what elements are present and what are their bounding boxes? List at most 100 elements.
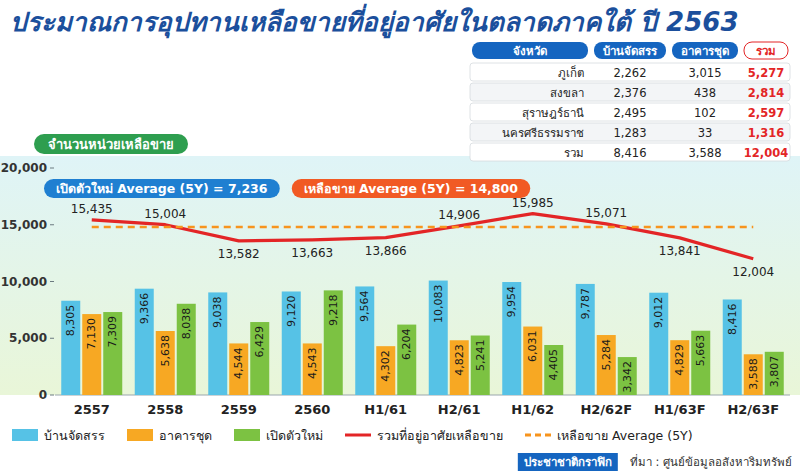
table-header: อาคารชุด [681, 44, 729, 59]
bar-label: 9,012 [652, 297, 665, 329]
bar-label: 5,663 [694, 335, 707, 367]
table-cell: 2,597 [748, 106, 784, 120]
y-tick-label: 5,000 [9, 331, 47, 345]
table-cell: 2,376 [614, 86, 647, 100]
bar [229, 343, 248, 395]
table-row-bg [470, 63, 790, 81]
bar [376, 346, 395, 395]
bar-label: 4,829 [673, 344, 686, 376]
bar-label: 5,638 [159, 335, 172, 367]
x-tick-label: 2557 [74, 402, 110, 417]
bar-label: 9,366 [138, 293, 151, 325]
table-cell: 12,004 [744, 146, 788, 160]
table-header: รวม [756, 44, 776, 58]
y-tick [50, 281, 54, 282]
bar-label: 6,031 [526, 331, 539, 363]
line-label: 15,071 [585, 206, 627, 220]
line-label: 15,435 [71, 202, 113, 216]
bar-label: 4,823 [453, 344, 466, 376]
legend-swatch [345, 434, 371, 437]
table-row-bg [470, 143, 790, 161]
line-label: 15,985 [512, 196, 554, 210]
bar [103, 312, 122, 395]
bar [208, 292, 227, 395]
table-header-box [744, 42, 788, 59]
bar-label: 6,204 [400, 329, 413, 361]
annotation: เปิดตัวใหม่ Average (5Y) = 7,236 [56, 181, 268, 196]
bar-label: 8,416 [726, 303, 739, 335]
x-tick-label: H2/63F [727, 402, 779, 417]
source: ที่มา : ศูนย์ข้อมูลอสังหาริมทรัพย์ [630, 454, 792, 469]
x-tick-label: H1/63F [654, 402, 706, 417]
x-tick-label: 2559 [221, 402, 257, 417]
bar-label: 9,564 [358, 290, 371, 322]
bar [397, 325, 416, 395]
bar [649, 293, 668, 395]
table-header-box [672, 42, 738, 59]
bar [324, 290, 343, 395]
line-label: 12,004 [732, 265, 774, 279]
bar-label: 4,544 [232, 347, 245, 379]
bar-label: 4,543 [306, 347, 319, 379]
y-tick [50, 224, 54, 225]
table-cell: ภูเก็ต [558, 65, 584, 80]
bar-label: 4,405 [547, 349, 560, 381]
data-labels: 8,3059,3669,0389,1209,56410,0839,9549,78… [64, 196, 781, 393]
table-row-bg [470, 83, 790, 101]
y-tick-label: 10,000 [1, 275, 47, 289]
table-cell: 8,416 [614, 146, 647, 160]
table-cell: 5,277 [748, 66, 784, 80]
bar-label: 4,302 [379, 350, 392, 382]
table-header: บ้านจัดสรร [603, 44, 658, 58]
table-cell: 2,262 [614, 66, 647, 80]
bar [471, 336, 490, 395]
bar-label: 10,083 [432, 285, 445, 324]
bar [61, 301, 80, 395]
table-row-bg [470, 103, 790, 121]
line-label: 13,866 [365, 244, 407, 258]
annotation-box [44, 179, 280, 198]
line-label: 13,841 [659, 244, 701, 258]
table-cell: 3,015 [689, 66, 722, 80]
legend-swatch [234, 429, 260, 441]
table-cell: สุราษฎร์ธานี [522, 106, 584, 120]
bar [303, 343, 322, 395]
table-cell: นครศรีธรรมราช [502, 126, 584, 140]
plot-background [0, 156, 800, 395]
bar [355, 286, 374, 395]
table-row-bg [470, 123, 790, 141]
credit: ประชาชาติกราฟิก [524, 455, 612, 469]
y-axis-title: จำนวนหน่วยเหลือขาย [48, 137, 174, 152]
title: ประมาณการอุปทานเหลือขายที่อยู่อาศัยในตลา… [10, 3, 738, 39]
table-header-box [472, 42, 588, 59]
annotation-box [292, 179, 530, 198]
bar-label: 9,120 [285, 295, 298, 327]
bar [82, 314, 101, 395]
credit-box [518, 453, 618, 471]
table-cell: สงขลา [550, 86, 584, 100]
bar-label: 9,038 [211, 296, 224, 328]
bar [576, 284, 595, 395]
bar-label: 6,429 [253, 326, 266, 358]
line-label: 14,906 [438, 208, 480, 222]
table-cell: 438 [694, 86, 716, 100]
table-cell: รวม [564, 146, 584, 160]
bar [135, 289, 154, 395]
y-axis-title-box [34, 134, 188, 154]
bar [670, 340, 689, 395]
average-line [92, 226, 754, 229]
table-header-box [594, 42, 666, 59]
annotation: เหลือขาย Average (5Y) = 14,800 [304, 181, 518, 196]
x-tick-label: H1/61 [364, 402, 407, 417]
bar [282, 291, 301, 395]
bar [691, 331, 710, 395]
x-tick-label: 2560 [294, 402, 330, 417]
y-tick [50, 338, 54, 339]
legend-label: เหลือขาย Average (5Y) [557, 428, 693, 443]
bar-label: 9,954 [505, 286, 518, 318]
bar-label: 3,807 [768, 356, 781, 388]
bar [765, 352, 784, 395]
bar-label: 7,130 [85, 318, 98, 350]
legend-label: เปิดตัวใหม่ [266, 428, 323, 443]
x-tick-label: H2/62F [580, 402, 632, 417]
